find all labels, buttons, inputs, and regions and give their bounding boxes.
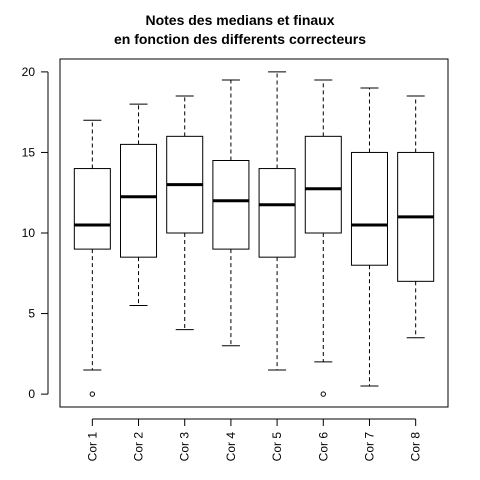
x-tick-label: Cor 1: [85, 432, 99, 462]
box-iqr: [120, 143, 158, 258]
y-tick-label: 20: [22, 65, 36, 79]
y-tick-label: 5: [28, 307, 35, 321]
box-iqr: [258, 168, 296, 258]
box-iqr: [304, 135, 342, 234]
x-tick-label: Cor 7: [362, 432, 376, 462]
box-iqr: [73, 168, 111, 250]
x-tick-label: Cor 4: [224, 432, 238, 462]
outlier-point: [89, 391, 96, 397]
box-iqr: [212, 160, 250, 250]
x-tick-label: Cor 2: [132, 432, 146, 462]
y-tick-label: 0: [28, 387, 35, 401]
y-tick-label: 15: [22, 145, 36, 159]
plot-frame: [59, 58, 449, 408]
chart-title-line-2: en fonction des differents correcteurs: [113, 31, 367, 47]
x-tick-label: Cor 8: [409, 432, 423, 462]
x-tick-label: Cor 5: [270, 432, 284, 462]
x-tick-label: Cor 3: [178, 432, 192, 462]
box-iqr: [350, 151, 388, 266]
chart-title-line-1: Notes des medians et finaux: [145, 12, 335, 28]
x-tick-label: Cor 6: [316, 432, 330, 462]
outlier-point: [320, 391, 326, 397]
y-tick-label: 10: [22, 226, 36, 240]
